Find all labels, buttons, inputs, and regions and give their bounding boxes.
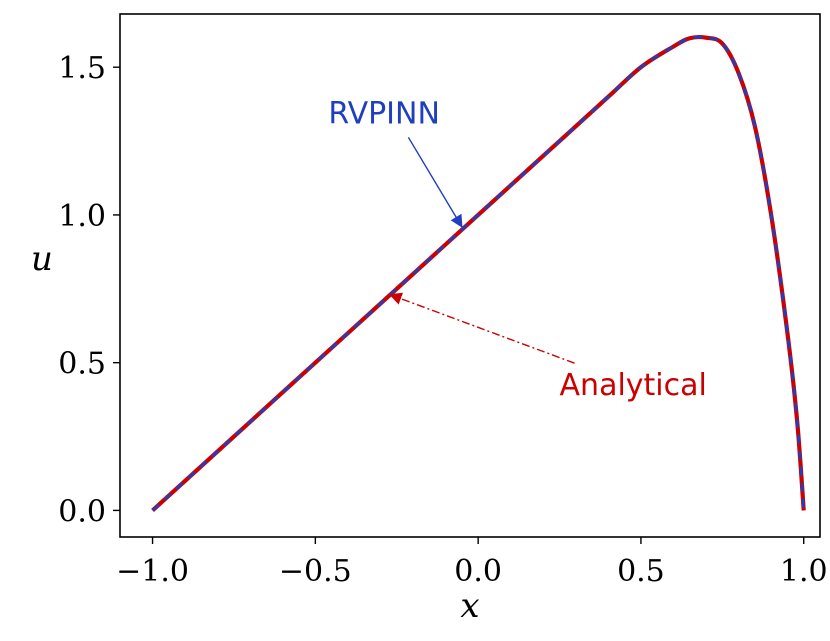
annotation-arrow-rvpinn [407,136,463,228]
annotation-layer: RVPINN Analytical [328,96,706,403]
y-tick-label: 1.0 [58,199,106,234]
y-tick-label: 1.5 [58,51,106,86]
x-axis-ticks: −1.0 −0.5 0.0 0.5 1.0 [116,537,828,589]
x-tick-label: 0.0 [454,554,502,589]
series-line-analytical [151,34,806,512]
x-tick-label: −0.5 [279,554,352,589]
plot-frame [119,13,821,538]
series-line-rvpinn [151,35,806,512]
y-tick-label: 0.0 [58,494,106,529]
x-tick-label: 0.5 [617,554,665,589]
y-axis-label: u [31,239,53,279]
annotation-arrow-analytical [389,292,575,364]
annotation-label-rvpinn: RVPINN [328,96,440,131]
x-tick-label: 1.0 [780,554,828,589]
x-axis-label: x [460,586,479,626]
x-tick-label: −1.0 [116,554,189,589]
annotation-label-analytical: Analytical [560,368,707,403]
y-axis-ticks: 0.0 0.5 1.0 1.5 [58,51,120,529]
series-layer [151,34,806,512]
y-tick-label: 0.5 [58,347,106,382]
